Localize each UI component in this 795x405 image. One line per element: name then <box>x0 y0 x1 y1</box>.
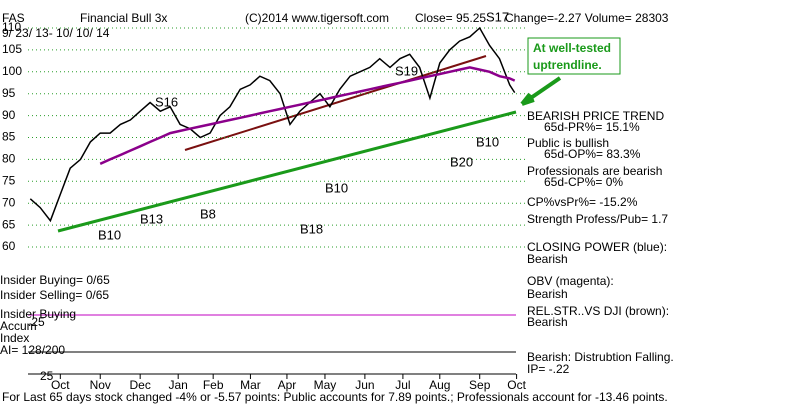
signal: S16 <box>155 94 178 109</box>
note: 65d-PR%= 15.1% <box>544 120 640 134</box>
chart-title: Financial Bull 3x <box>80 11 167 25</box>
y-tick-label: 75 <box>2 173 16 187</box>
footer: For Last 65 days stock changed -4% or -5… <box>2 390 668 404</box>
note: OBV (magenta): <box>527 274 614 288</box>
note: IP= -.22 <box>527 362 570 376</box>
x-tick-label: Oct <box>507 378 526 392</box>
note: REL.STR..VS DJI (brown): <box>527 304 669 318</box>
note: Strength Profess/Pub= 1.7 <box>527 212 668 226</box>
signal: B18 <box>300 221 323 236</box>
signal: B10 <box>325 180 348 195</box>
x-tick-label: Nov <box>90 378 111 392</box>
x-tick-label: May <box>314 378 337 392</box>
x-tick-label: Jul <box>395 378 410 392</box>
side-label: Index <box>0 331 29 345</box>
y-tick-label: 95 <box>2 86 16 100</box>
note: Bearish <box>527 287 568 301</box>
change: Change=-2.27 Volume= 28303 <box>505 11 669 25</box>
signal: B10 <box>476 134 499 149</box>
side-label: Insider Selling= 0/65 <box>0 288 109 302</box>
resistance-line <box>184 55 487 151</box>
callout-text: uptrendline. <box>533 58 602 72</box>
side-label: Insider Buying= 0/65 <box>0 273 110 287</box>
callout-box <box>527 37 621 75</box>
series-line <box>99 66 516 165</box>
x-tick-label: Dec <box>129 378 150 392</box>
signal: B10 <box>98 227 121 242</box>
y-tick-label: 80 <box>2 152 16 166</box>
x-tick-label: Oct <box>51 378 70 392</box>
note: CP%vsPr%= -15.2% <box>527 195 638 209</box>
note: Public is bullish <box>527 136 609 150</box>
x-tick-label: Feb <box>203 378 224 392</box>
note: BEARISH PRICE TREND <box>527 109 664 123</box>
x-tick-label: Jan <box>169 378 188 392</box>
side-label: 25 <box>40 369 54 383</box>
x-tick-label: Aug <box>429 378 450 392</box>
y-tick-label: 70 <box>2 195 16 209</box>
y-tick-label: 110 <box>2 20 21 34</box>
uptrend-line <box>57 110 517 233</box>
note: Professionals are bearish <box>527 164 662 178</box>
side-label: AI= 128/200 <box>0 343 65 357</box>
y-tick-label: 65 <box>2 217 16 231</box>
signal: B20 <box>450 154 473 169</box>
callout-text: At well-tested <box>533 41 611 55</box>
date-range: 9/ 23/ 13- 10/ 10/ 14 <box>2 26 110 40</box>
x-tick-label: Jun <box>355 378 374 392</box>
note: Bearish <box>527 252 568 266</box>
y-tick-label: 100 <box>2 64 22 78</box>
callout-arrow <box>520 76 562 106</box>
x-tick-label: Apr <box>278 378 297 392</box>
copyright: (C)2014 www.tigersoft.com <box>245 11 389 25</box>
signal: S17 <box>486 9 509 24</box>
note: 65d-CP%= 0% <box>544 175 623 189</box>
x-tick-label: Sep <box>469 378 491 392</box>
signal: B13 <box>140 211 163 226</box>
signal: B8 <box>200 206 216 221</box>
y-tick-label: 90 <box>2 108 16 122</box>
side-label: .25 <box>28 315 45 329</box>
close: Close= 95.25 <box>415 11 486 25</box>
note: Bearish <box>527 315 568 329</box>
signal: S19 <box>395 63 418 78</box>
note: Bearish: Distrubtion Falling. <box>527 350 674 364</box>
side-label: Accum <box>0 319 37 333</box>
y-tick-label: 85 <box>2 130 16 144</box>
series-line <box>29 26 516 223</box>
y-tick-label: 105 <box>2 42 22 56</box>
note: CLOSING POWER (blue): <box>527 240 667 254</box>
symbol: FAS <box>2 11 25 25</box>
x-tick-label: Mar <box>240 378 261 392</box>
note: 65d-OP%= 83.3% <box>544 147 641 161</box>
side-label: Insider Buying <box>0 307 76 321</box>
y-tick-label: 60 <box>2 239 16 253</box>
